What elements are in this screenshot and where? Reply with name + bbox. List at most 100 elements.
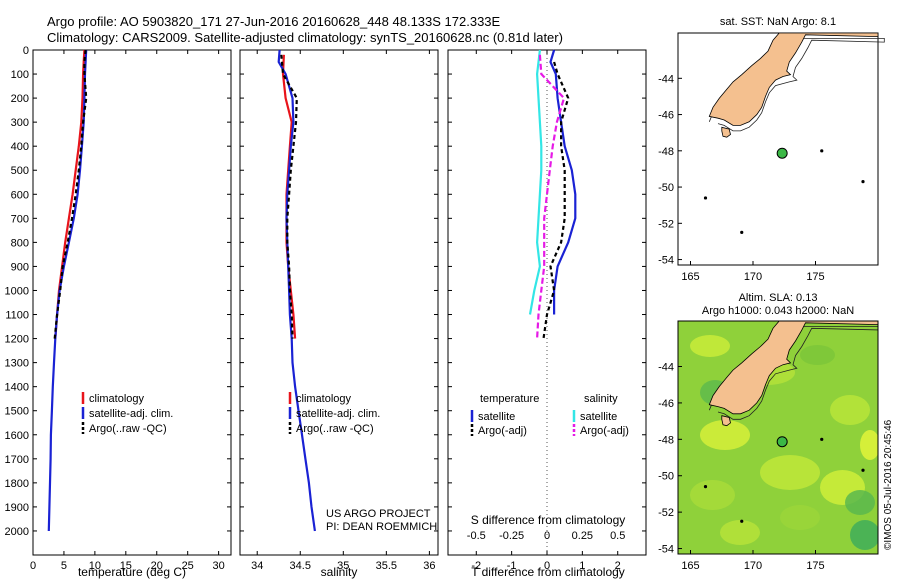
y-tick-label: 0 bbox=[23, 45, 29, 57]
legend-label: satellite bbox=[478, 411, 515, 423]
y-tick-label: 1500 bbox=[5, 406, 29, 418]
map-y-tick-label: -50 bbox=[658, 182, 674, 194]
legend-label: satellite-adj. clim. bbox=[296, 408, 380, 420]
small-island bbox=[740, 230, 744, 234]
legend-label: climatology bbox=[89, 393, 145, 405]
float-position-marker bbox=[776, 147, 788, 159]
x-tick-label: 5 bbox=[61, 560, 67, 572]
float-position-marker bbox=[776, 436, 788, 448]
x-tick-label: 10 bbox=[89, 560, 101, 572]
sla-field-patch bbox=[780, 505, 820, 530]
x-tick-label: 36 bbox=[423, 560, 435, 572]
map-y-tick-label: -46 bbox=[658, 398, 674, 410]
legend-label: satellite bbox=[580, 411, 617, 423]
series-line-argo-adj- bbox=[536, 54, 566, 339]
series-line-satellite bbox=[549, 49, 577, 315]
y-tick-label: 1600 bbox=[5, 430, 29, 442]
sla-map: Altim. SLA: 0.13 Argo h1000: 0.043 h2000… bbox=[658, 292, 894, 572]
legend-label: Argo(..raw -QC) bbox=[296, 423, 374, 435]
map-x-tick-label: 170 bbox=[744, 560, 762, 572]
y-tick-label: 1200 bbox=[5, 334, 29, 346]
x-tick-label: 35.5 bbox=[376, 560, 397, 572]
map-y-tick-label: -52 bbox=[658, 507, 674, 519]
stewart-island-land bbox=[721, 126, 731, 138]
sla-map-title-2: Argo h1000: 0.043 h2000: NaN bbox=[702, 305, 854, 317]
sla-map-frame bbox=[677, 320, 879, 555]
map-y-tick-label: -48 bbox=[658, 434, 674, 446]
temperature-legend: climatology satellite-adj. clim. Argo(..ra… bbox=[81, 392, 173, 435]
y-tick-label: 1300 bbox=[5, 358, 29, 370]
series-line-satellite bbox=[528, 49, 543, 315]
y-tick-label: 400 bbox=[11, 141, 29, 153]
x-top-tick-label: -0.5 bbox=[467, 530, 486, 542]
x-top-tick-label: -0.25 bbox=[499, 530, 524, 542]
x-tick-label: 0 bbox=[544, 560, 550, 572]
x-tick-label: -2 bbox=[471, 560, 481, 572]
x-tick-label: 1 bbox=[579, 560, 585, 572]
y-tick-label: 600 bbox=[11, 189, 29, 201]
y-tick-label: 2000 bbox=[5, 526, 29, 538]
y-tick-label: 1100 bbox=[5, 310, 29, 322]
sla-field-patch bbox=[720, 520, 760, 545]
header-line-2: Climatology: CARS2009. Satellite-adjuste… bbox=[47, 30, 563, 45]
stewart-island-land bbox=[721, 415, 731, 427]
map-y-tick-label: -50 bbox=[658, 471, 674, 483]
sla-field-patch bbox=[845, 490, 875, 515]
x-tick-label: 30 bbox=[213, 560, 225, 572]
map-y-tick-label: -44 bbox=[658, 362, 674, 374]
x-tick-label: 25 bbox=[182, 560, 194, 572]
temperature-x-label: temperature (deg C) bbox=[78, 565, 186, 579]
difference-panel: -2 -1 0 1 2 S difference from climatology -0… bbox=[447, 49, 647, 579]
sst-map-title: sat. SST: NaN Argo: 8.1 bbox=[720, 16, 836, 28]
y-tick-label: 1000 bbox=[5, 285, 29, 297]
salinity-panel: 34 34.5 35 35.5 36 salinity climatology satel… bbox=[239, 49, 439, 579]
y-tick-label: 1400 bbox=[5, 382, 29, 394]
x-tick-label: -1 bbox=[507, 560, 517, 572]
map-y-tick-label: -54 bbox=[658, 255, 674, 267]
map-y-tick-label: -52 bbox=[658, 218, 674, 230]
temperature-panel: 0100200300400500600700800900100011001200… bbox=[5, 45, 232, 579]
y-tick-label: 1800 bbox=[5, 478, 29, 490]
small-island bbox=[703, 485, 708, 489]
sla-field-patch bbox=[800, 345, 835, 365]
temperature-plot-frame bbox=[32, 49, 232, 556]
y-tick-label: 800 bbox=[11, 237, 29, 249]
sla-field-patch bbox=[700, 420, 750, 450]
small-island bbox=[861, 468, 865, 472]
legend-label: satellite-adj. clim. bbox=[89, 408, 173, 420]
series-line-argo-raw-qc- bbox=[53, 49, 88, 339]
sla-field-patch bbox=[760, 455, 820, 490]
south-island-land bbox=[708, 321, 878, 415]
y-tick-label: 700 bbox=[11, 213, 29, 225]
map-y-tick-label: -46 bbox=[658, 110, 674, 122]
salinity-x-label: salinity bbox=[321, 565, 358, 579]
map-y-tick-label: -54 bbox=[658, 544, 674, 556]
legend-label: climatology bbox=[296, 393, 352, 405]
x-top-tick-label: 0.5 bbox=[610, 530, 625, 542]
y-tick-label: 1900 bbox=[5, 502, 29, 514]
imos-credit: ©IMOS 05-Jul-2016 20:45:46 bbox=[883, 419, 894, 550]
x-tick-label: 2 bbox=[615, 560, 621, 572]
y-tick-label: 1700 bbox=[5, 454, 29, 466]
y-tick-label: 300 bbox=[11, 117, 29, 129]
sla-field-patch bbox=[690, 335, 730, 357]
sst-map: sat. SST: NaN Argo: 8.1 -44 -46 -48 -50 -52 -… bbox=[658, 16, 885, 283]
legend-label: Argo(-adj) bbox=[478, 425, 527, 437]
sla-field-patch bbox=[690, 480, 735, 510]
x-top-tick-label: 0 bbox=[544, 530, 550, 542]
sla-field-patch bbox=[860, 430, 878, 460]
difference-legend: temperature salinity satellite Argo(-adj) sa… bbox=[470, 393, 629, 437]
salinity-plot-frame bbox=[239, 49, 439, 556]
legend-label: Argo(-adj) bbox=[580, 425, 629, 437]
map-y-tick-label: -44 bbox=[658, 73, 674, 85]
x-tick-label: 20 bbox=[151, 560, 163, 572]
legend-label: Argo(..raw -QC) bbox=[89, 423, 167, 435]
sla-field-patch bbox=[850, 520, 878, 550]
small-island bbox=[703, 196, 708, 200]
project-annotation: US ARGO PROJECT bbox=[326, 508, 431, 520]
map-x-tick-label: 175 bbox=[806, 271, 824, 283]
t-difference-label: T difference from climatology bbox=[471, 565, 625, 579]
x-tick-label: 35 bbox=[337, 560, 349, 572]
x-tick-label: 0 bbox=[30, 560, 36, 572]
